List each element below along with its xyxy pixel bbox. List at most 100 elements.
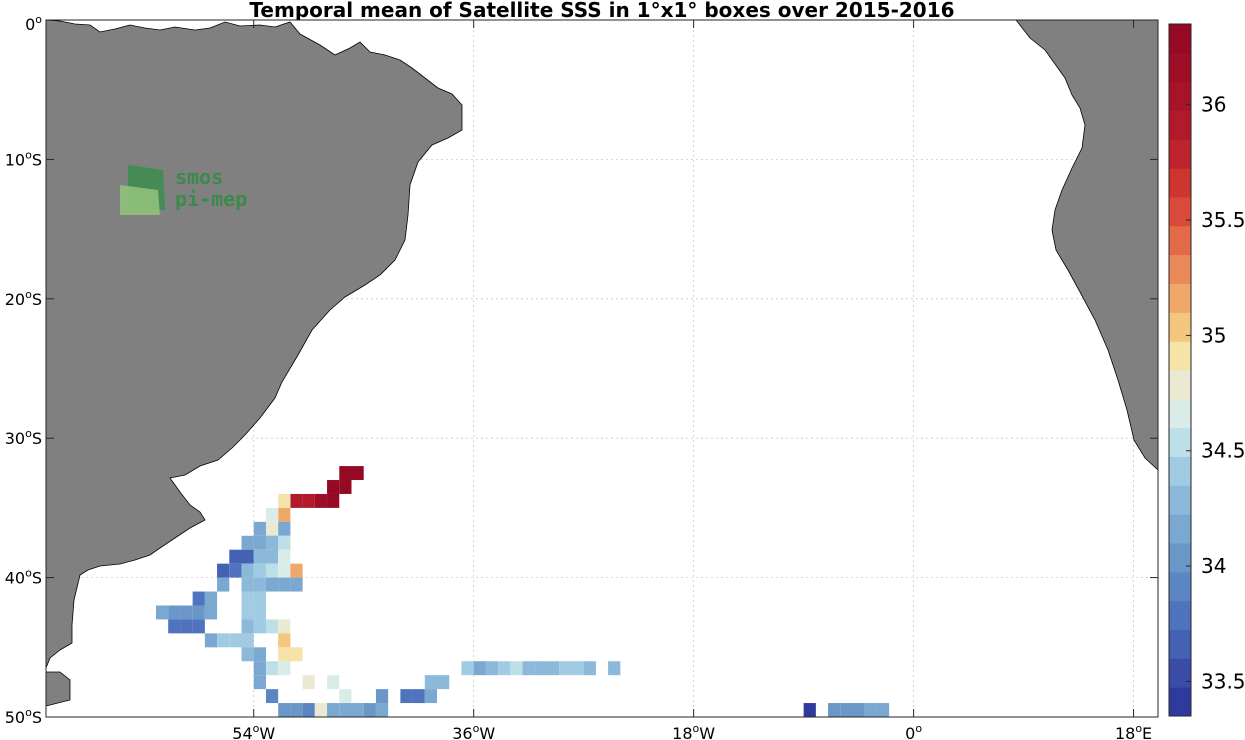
sss-cell (265, 549, 279, 564)
colorbar-swatch (1169, 427, 1191, 457)
sss-cell (204, 633, 218, 648)
sss-cell (278, 577, 291, 592)
colorbar-frame (1168, 23, 1192, 717)
colorbar-swatch (1169, 110, 1191, 140)
y-tick-label: 0o (25, 13, 42, 34)
sss-cell (253, 521, 266, 536)
colorbar-swatch (1169, 658, 1191, 688)
sss-cell (155, 605, 169, 620)
sss-cell (278, 619, 291, 634)
sss-cell (217, 633, 230, 648)
x-tick-label: 0o (905, 722, 922, 740)
sss-cell (253, 591, 266, 606)
sss-cell (400, 689, 413, 704)
y-tick-label: 40oS (5, 567, 42, 588)
sss-cell (241, 563, 254, 578)
sss-cell (534, 661, 548, 676)
sss-cell (192, 619, 205, 634)
sss-cell (229, 633, 242, 648)
y-tick-label: 10oS (5, 148, 42, 169)
sss-cell (302, 493, 315, 508)
sss-cell (864, 703, 877, 717)
sss-cell (265, 535, 279, 550)
sss-cell (473, 661, 486, 676)
sss-cell (302, 703, 315, 717)
sss-cell (498, 661, 511, 676)
colorbar-tick-label: 35 (1201, 323, 1226, 347)
colorbar-swatch (1169, 254, 1191, 284)
sss-cell (363, 703, 376, 717)
sss-cell (278, 549, 291, 564)
colorbar-swatch (1169, 543, 1191, 573)
x-tick-label: 36oW (452, 722, 495, 740)
sss-cell (192, 591, 205, 606)
sss-cells (155, 466, 890, 717)
sss-cell (327, 493, 340, 508)
colorbar-tick-label: 33.5 (1201, 669, 1245, 693)
sss-cell (290, 647, 303, 662)
sss-cell (522, 661, 535, 676)
sss-cell (204, 591, 218, 606)
colorbar-swatch (1169, 225, 1191, 256)
colorbar-swatch (1169, 600, 1191, 630)
sss-cell (485, 661, 499, 676)
sss-cell (583, 661, 596, 676)
sss-cell (253, 619, 266, 634)
sss-cell (840, 703, 853, 717)
sss-cell (265, 507, 279, 522)
sss-cell (510, 661, 523, 676)
sss-cell (229, 563, 242, 578)
y-axis-ticks: 0o 10oS 20oS 30oS 40oS 50oS (5, 13, 1158, 727)
sss-cell (253, 549, 266, 564)
sss-cell (290, 703, 303, 717)
sss-cell (180, 605, 193, 620)
colorbar-swatch (1169, 24, 1191, 54)
colorbar-swatch (1169, 81, 1191, 111)
sss-cell (314, 493, 328, 508)
sss-cell (559, 661, 572, 676)
sss-cell (290, 577, 303, 592)
sss-cell (265, 619, 279, 634)
colorbar-swatch (1169, 485, 1191, 515)
colorbar-swatch (1169, 168, 1191, 198)
colorbar-swatch (1169, 398, 1191, 429)
sss-cell (290, 563, 303, 578)
plot-frame (45, 19, 1159, 718)
sss-cell (339, 703, 352, 717)
y-tick-label: 30oS (5, 427, 42, 448)
sss-cell (290, 493, 303, 508)
sss-cell (339, 689, 352, 704)
sss-cell (608, 661, 621, 676)
sss-cell (180, 619, 193, 634)
sss-cell (278, 647, 291, 662)
colorbar-swatch (1169, 197, 1191, 227)
sss-cell (253, 661, 266, 676)
sss-cell (375, 689, 389, 704)
sss-cell (437, 675, 450, 690)
sss-cell (339, 466, 352, 481)
smos-pi-mep-logo: smos pi-mep (120, 165, 247, 215)
y-tick-label: 20oS (5, 288, 42, 309)
colorbar-tick-label: 34 (1201, 554, 1226, 578)
y-tick-label: 50oS (5, 706, 42, 727)
colorbar: 33.5 34 34.5 35 35.5 36 (1168, 23, 1245, 717)
sss-cell (229, 549, 242, 564)
sss-cell (265, 563, 279, 578)
sss-cell (168, 605, 181, 620)
sss-cell (253, 675, 266, 690)
logo-text-line1: smos (175, 165, 223, 189)
sss-cell (204, 605, 218, 620)
sss-cell (241, 591, 254, 606)
sss-cell (424, 689, 438, 704)
colorbar-tick-label: 35.5 (1201, 208, 1245, 232)
sss-cell (803, 703, 816, 717)
sss-cell (278, 563, 291, 578)
colorbar-swatch (1169, 687, 1191, 717)
sss-cell (339, 480, 352, 494)
sss-cell (241, 535, 254, 550)
x-tick-label: 54oW (232, 722, 275, 740)
colorbar-swatch (1169, 629, 1191, 659)
sss-cell (217, 577, 230, 592)
sss-cell (241, 549, 254, 564)
sss-cell (461, 661, 474, 676)
